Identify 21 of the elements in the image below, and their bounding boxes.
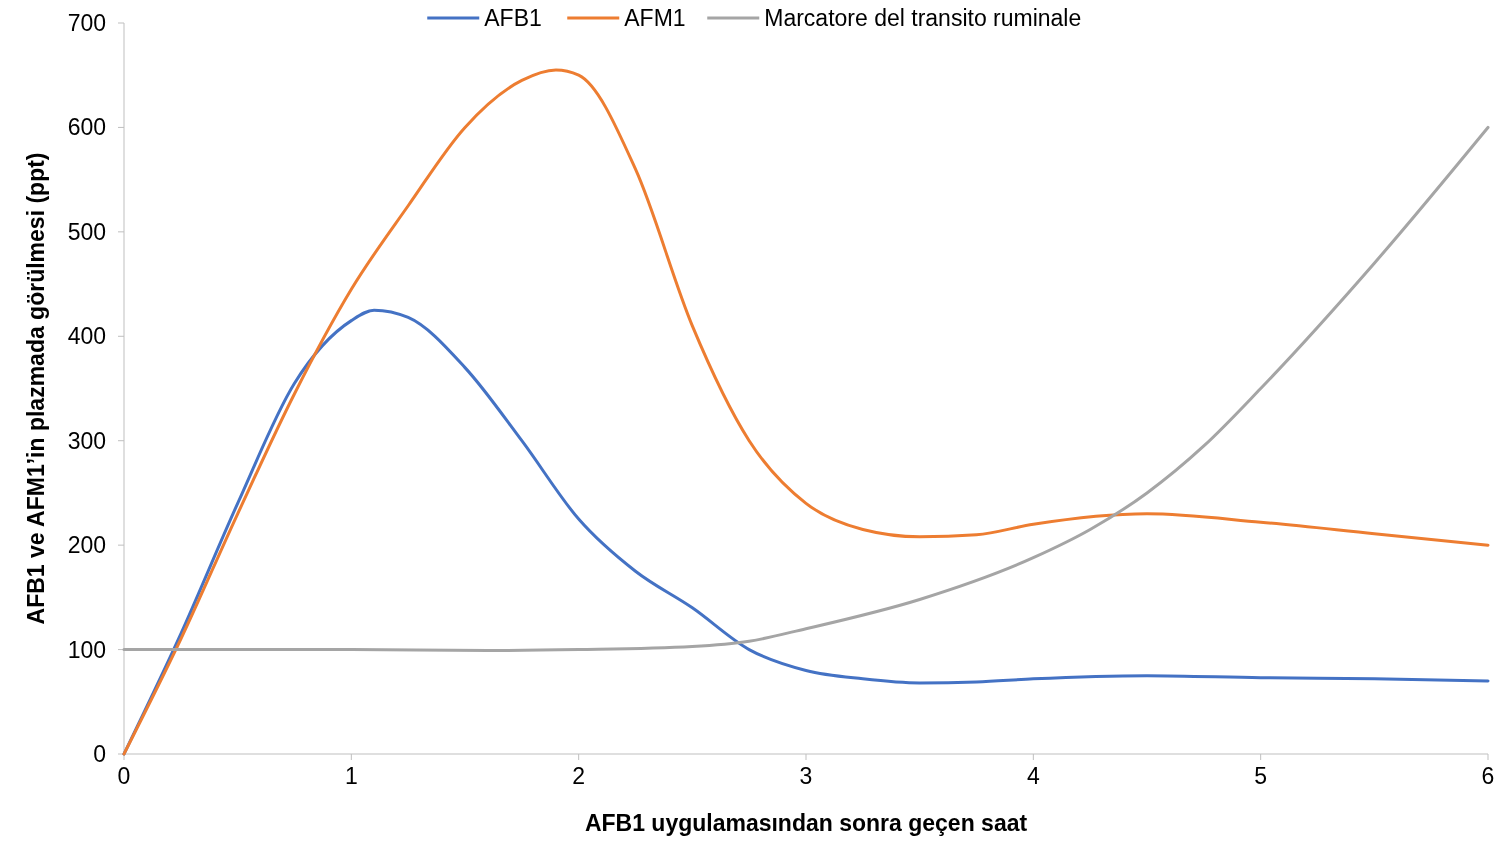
y-tick-label: 100 xyxy=(67,636,106,663)
legend-label: AFM1 xyxy=(624,5,686,31)
y-tick-label: 0 xyxy=(93,741,106,768)
x-tick-label: 5 xyxy=(1254,763,1268,789)
x-axis-title: AFB1 uygulamasından sonra geçen saat xyxy=(584,810,1028,836)
y-tick-label: 600 xyxy=(67,114,106,141)
x-tick-label: 3 xyxy=(799,763,813,789)
line-series xyxy=(122,125,1490,653)
y-axis-title: AFB1 ve AFM1’in plazmada görülmesi (ppt) xyxy=(23,152,49,625)
x-tick-label: 4 xyxy=(1026,763,1040,789)
y-tick-label: 400 xyxy=(67,323,106,350)
y-tick-label: 700 xyxy=(67,10,106,37)
y-tick-label: 500 xyxy=(67,218,106,245)
legend-label: AFB1 xyxy=(484,5,542,31)
x-tick-label: 2 xyxy=(572,763,586,789)
x-tick-label: 6 xyxy=(1481,763,1495,789)
x-tick-label: 1 xyxy=(344,763,358,789)
y-tick-label: 300 xyxy=(67,427,106,454)
y-tick-label: 200 xyxy=(67,532,106,559)
legend-label: Marcatore del transito ruminale xyxy=(764,5,1082,31)
x-tick-label: 0 xyxy=(117,763,131,789)
